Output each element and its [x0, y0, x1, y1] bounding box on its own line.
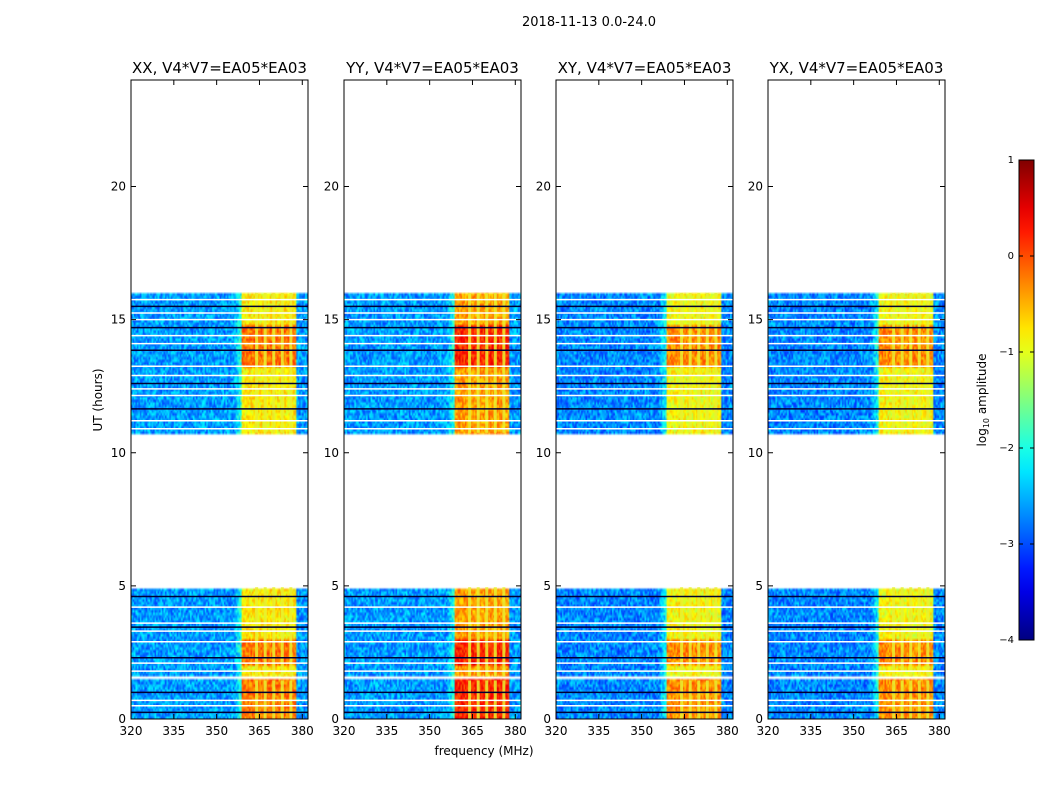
x-tick-label: 365: [248, 724, 271, 738]
x-tick-label: 335: [799, 724, 822, 738]
y-tick-label: 10: [324, 446, 339, 460]
x-tick-label: 320: [757, 724, 780, 738]
x-tick-label: 350: [418, 724, 441, 738]
panel-frame: [555, 79, 734, 720]
y-tick-label: 15: [324, 313, 339, 327]
panel-0: XX, V4*V7=EA05*EA03 320 335 350 365 380 0 5 10 15…: [111, 59, 314, 738]
panel-title: YX, V4*V7=EA05*EA03: [769, 59, 944, 77]
band-stripe: [680, 293, 684, 433]
heatmap-image: [344, 80, 521, 719]
x-tick-label: 350: [842, 724, 865, 738]
y-tick-label: 20: [324, 180, 339, 194]
colorbar-tick-label: 1: [1008, 155, 1014, 166]
y-tick-label: 15: [111, 313, 126, 327]
band-stripe: [892, 293, 896, 433]
panel-3: YX, V4*V7=EA05*EA03 320 335 350 365 380 0 5 10 15…: [748, 59, 951, 738]
panel-frame: [130, 79, 309, 720]
colorbar-label-rest: amplitude: [975, 354, 989, 418]
y-tick-label: 0: [331, 712, 339, 726]
x-axis-label: frequency (MHz): [434, 744, 533, 758]
band-stripe: [263, 293, 267, 433]
y-tick-label: 15: [748, 313, 763, 327]
panel-title: XX, V4*V7=EA05*EA03: [132, 59, 307, 77]
x-tick-label: 320: [120, 724, 143, 738]
y-tick-label: 20: [748, 180, 763, 194]
panel-title: YY, V4*V7=EA05*EA03: [345, 59, 519, 77]
band-stripe: [485, 293, 489, 433]
y-tick-label: 10: [536, 446, 551, 460]
band-stripe: [289, 293, 293, 433]
band-stripe: [917, 293, 921, 433]
y-tick-label: 5: [543, 579, 551, 593]
band-stripe: [468, 293, 472, 433]
colorbar-label: log10 amplitude: [975, 354, 991, 447]
panel-1: YY, V4*V7=EA05*EA03 320 335 350 365 380 0 5 10 15…: [324, 59, 527, 738]
colorbar-gradient: [1018, 159, 1035, 641]
y-tick-label: 10: [111, 446, 126, 460]
band-stripe: [272, 293, 276, 433]
y-tick-label: 15: [536, 313, 551, 327]
heatmap-image: [556, 80, 733, 719]
band-stripe: [909, 293, 913, 433]
colorbar-tick-label: −2: [999, 443, 1014, 454]
colorbar-tick-label: −1: [999, 347, 1014, 358]
y-tick-label: 10: [748, 446, 763, 460]
heatmap-image: [131, 80, 308, 719]
band-stripe: [926, 293, 930, 433]
x-tick-label: 380: [716, 724, 739, 738]
x-tick-label: 365: [673, 724, 696, 738]
band-stripe: [705, 293, 709, 433]
band-stripe: [502, 293, 506, 433]
colorbar-tick-label: 0: [1008, 251, 1014, 262]
x-tick-label: 365: [461, 724, 484, 738]
panels: XX, V4*V7=EA05*EA03 320 335 350 365 380 0 5 10 15…: [111, 59, 951, 738]
y-tick-label: 5: [755, 579, 763, 593]
x-tick-label: 365: [885, 724, 908, 738]
x-tick-label: 335: [162, 724, 185, 738]
band-stripe: [688, 293, 692, 433]
colorbar-tick-label: −4: [999, 635, 1014, 646]
colorbar-label-sub: 10: [982, 418, 991, 428]
figure-title: 2018-11-13 0.0-24.0: [522, 15, 656, 30]
x-tick-label: 335: [587, 724, 610, 738]
heatmap-image: [768, 80, 945, 719]
colorbar-tick-label: −3: [999, 539, 1014, 550]
colorbar: −4 −3 −2 −1 0 1 log10 amplitude: [975, 155, 1035, 646]
panel-title: XY, V4*V7=EA05*EA03: [558, 59, 732, 77]
y-axis-label: UT (hours): [91, 368, 105, 431]
y-tick-label: 0: [755, 712, 763, 726]
x-tick-label: 350: [205, 724, 228, 738]
x-tick-label: 350: [630, 724, 653, 738]
panel-frame: [343, 79, 522, 720]
y-tick-label: 20: [111, 180, 126, 194]
band-stripe: [697, 293, 701, 433]
x-tick-label: 380: [291, 724, 314, 738]
x-tick-label: 380: [504, 724, 527, 738]
band-stripe: [255, 293, 259, 433]
band-stripe: [714, 293, 718, 433]
band-stripe: [493, 293, 497, 433]
panel-2: XY, V4*V7=EA05*EA03 320 335 350 365 380 0 5 10 15…: [536, 59, 739, 738]
panel-frame: [767, 79, 946, 720]
band-stripe: [280, 293, 284, 433]
colorbar-label-main: log: [975, 428, 989, 446]
y-tick-label: 5: [118, 579, 126, 593]
x-tick-label: 320: [333, 724, 356, 738]
x-tick-label: 380: [928, 724, 951, 738]
x-tick-label: 320: [545, 724, 568, 738]
band-stripe: [476, 293, 480, 433]
x-tick-label: 335: [375, 724, 398, 738]
y-tick-label: 0: [543, 712, 551, 726]
y-tick-label: 5: [331, 579, 339, 593]
y-tick-label: 0: [118, 712, 126, 726]
y-tick-label: 20: [536, 180, 551, 194]
band-stripe: [900, 293, 904, 433]
